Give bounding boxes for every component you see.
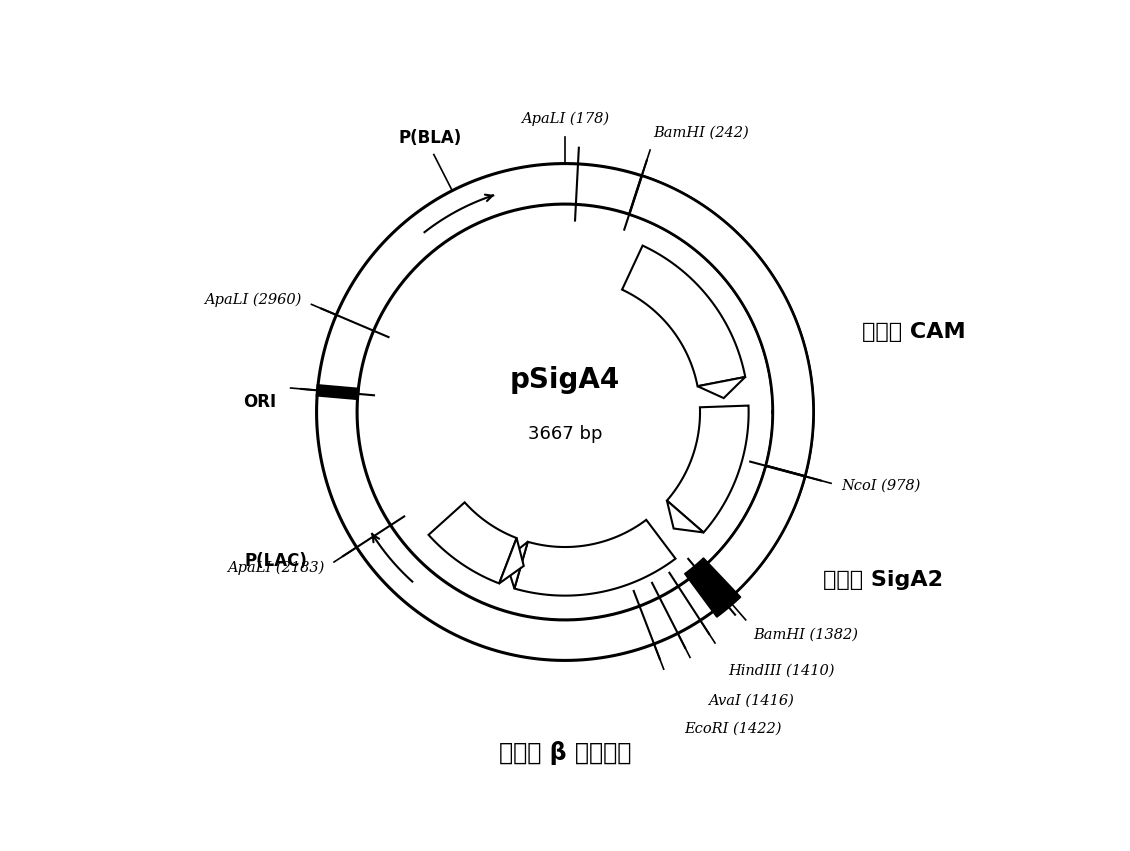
Text: pSigA4: pSigA4 <box>510 366 620 394</box>
Text: ApaLI (178): ApaLI (178) <box>521 111 609 126</box>
Text: ORI: ORI <box>243 393 276 411</box>
Polygon shape <box>629 175 814 477</box>
Polygon shape <box>697 377 746 398</box>
Text: BamHI (1382): BamHI (1382) <box>753 628 858 642</box>
Text: ApaLI (2960): ApaLI (2960) <box>205 293 302 307</box>
Text: 无信号 β 内酰胺酶: 无信号 β 内酰胺酶 <box>498 741 632 765</box>
Polygon shape <box>698 465 805 603</box>
Text: 氯霉素 CAM: 氯霉素 CAM <box>862 323 966 342</box>
Text: ApaLI (2183): ApaLI (2183) <box>227 561 325 575</box>
Text: EcoRI (1422): EcoRI (1422) <box>684 722 782 736</box>
Polygon shape <box>622 246 746 386</box>
Polygon shape <box>499 538 524 584</box>
Polygon shape <box>667 500 704 533</box>
Polygon shape <box>685 558 740 617</box>
Text: 转座子 SigA2: 转座子 SigA2 <box>823 569 944 590</box>
Polygon shape <box>505 542 528 589</box>
Text: BamHI (242): BamHI (242) <box>653 126 749 140</box>
Polygon shape <box>667 406 748 533</box>
Text: HindIII (1410): HindIII (1410) <box>728 664 835 677</box>
Text: P(LAC): P(LAC) <box>245 551 307 569</box>
Polygon shape <box>428 502 516 584</box>
Text: 3667 bp: 3667 bp <box>528 425 602 443</box>
Text: NcoI (978): NcoI (978) <box>842 479 921 493</box>
Text: AvaI (1416): AvaI (1416) <box>709 694 794 707</box>
Text: P(BLA): P(BLA) <box>399 129 462 147</box>
Polygon shape <box>514 520 676 596</box>
